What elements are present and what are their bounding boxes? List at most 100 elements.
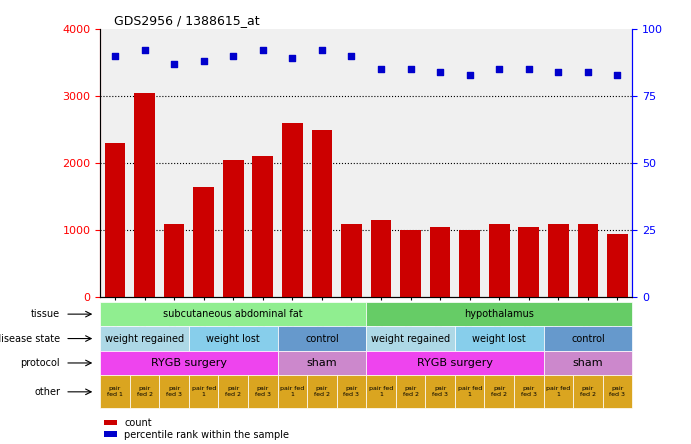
Bar (366, 326, 455, 351)
Text: weight regained: weight regained (371, 333, 450, 344)
Text: pair
fed 3: pair fed 3 (343, 386, 359, 397)
Text: pair
fed 2: pair fed 2 (403, 386, 419, 397)
Text: protocol: protocol (21, 358, 60, 368)
Text: other: other (34, 387, 60, 397)
Point (493, 66, 504, 73)
Text: control: control (305, 333, 339, 344)
Bar (544, 375, 573, 408)
Bar (544, 326, 632, 351)
Bar (100, 351, 278, 375)
Bar (278, 351, 366, 375)
Text: pair
fed 3: pair fed 3 (432, 386, 448, 397)
Bar (189, 326, 278, 351)
Bar (578, 224, 598, 297)
Bar (218, 375, 248, 408)
Bar (252, 156, 273, 297)
Bar (455, 375, 484, 408)
Bar (366, 375, 396, 408)
Bar (312, 130, 332, 297)
Point (405, 66, 416, 73)
Bar (607, 234, 628, 297)
Text: pair fed
1: pair fed 1 (369, 386, 393, 397)
Point (109, 52, 120, 59)
Point (346, 52, 357, 59)
Bar (193, 186, 214, 297)
Bar (104, 431, 117, 436)
Bar (100, 375, 130, 408)
Text: weight regained: weight regained (105, 333, 184, 344)
Bar (307, 375, 337, 408)
Point (287, 55, 298, 62)
Point (553, 68, 564, 75)
Text: hypothalamus: hypothalamus (464, 309, 534, 319)
Bar (548, 224, 569, 297)
Bar (134, 93, 155, 297)
Text: pair
fed 3: pair fed 3 (609, 386, 625, 397)
Point (316, 47, 328, 54)
Bar (100, 302, 366, 326)
Bar (484, 375, 514, 408)
Bar (278, 326, 366, 351)
Text: GDS2956 / 1388615_at: GDS2956 / 1388615_at (114, 14, 260, 27)
Text: pair fed
1: pair fed 1 (191, 386, 216, 397)
Point (583, 68, 594, 75)
Bar (573, 375, 603, 408)
Point (612, 71, 623, 78)
Point (169, 60, 180, 67)
Bar (518, 227, 539, 297)
Bar (514, 375, 544, 408)
Text: weight lost: weight lost (207, 333, 260, 344)
Bar (104, 420, 117, 425)
Point (227, 52, 239, 59)
Bar (278, 375, 307, 408)
Text: pair
fed 2: pair fed 2 (580, 386, 596, 397)
Bar (189, 375, 218, 408)
Text: weight lost: weight lost (473, 333, 526, 344)
Bar (160, 375, 189, 408)
Bar (400, 230, 421, 297)
Text: pair
fed 2: pair fed 2 (225, 386, 241, 397)
Point (257, 47, 268, 54)
Bar (460, 230, 480, 297)
Bar (396, 375, 426, 408)
Text: pair fed
1: pair fed 1 (281, 386, 305, 397)
Text: pair
fed 3: pair fed 3 (166, 386, 182, 397)
Text: pair fed
1: pair fed 1 (547, 386, 571, 397)
Bar (223, 160, 243, 297)
Point (435, 68, 446, 75)
Point (523, 66, 534, 73)
Text: pair
fed 2: pair fed 2 (491, 386, 507, 397)
Text: tissue: tissue (31, 309, 60, 319)
Bar (341, 224, 362, 297)
Bar (426, 375, 455, 408)
Text: pair
fed 1: pair fed 1 (107, 386, 123, 397)
Text: percentile rank within the sample: percentile rank within the sample (124, 429, 290, 440)
Point (139, 47, 150, 54)
Text: control: control (571, 333, 605, 344)
Text: subcutaneous abdominal fat: subcutaneous abdominal fat (163, 309, 303, 319)
Point (375, 66, 386, 73)
Text: count: count (124, 418, 152, 428)
Bar (370, 220, 391, 297)
Bar (603, 375, 632, 408)
Bar (430, 227, 451, 297)
Bar (455, 326, 544, 351)
Text: pair
fed 3: pair fed 3 (255, 386, 271, 397)
Bar (100, 326, 189, 351)
Text: sham: sham (573, 358, 603, 368)
Bar (282, 123, 303, 297)
Text: sham: sham (307, 358, 337, 368)
Text: pair
fed 2: pair fed 2 (314, 386, 330, 397)
Bar (104, 143, 125, 297)
Text: pair
fed 2: pair fed 2 (137, 386, 153, 397)
Bar (366, 351, 544, 375)
Text: disease state: disease state (0, 333, 60, 344)
Bar (489, 224, 509, 297)
Text: pair
fed 3: pair fed 3 (521, 386, 537, 397)
Bar (337, 375, 366, 408)
Point (464, 71, 475, 78)
Bar (366, 302, 632, 326)
Text: RYGB surgery: RYGB surgery (151, 358, 227, 368)
Point (198, 58, 209, 65)
Bar (544, 351, 632, 375)
